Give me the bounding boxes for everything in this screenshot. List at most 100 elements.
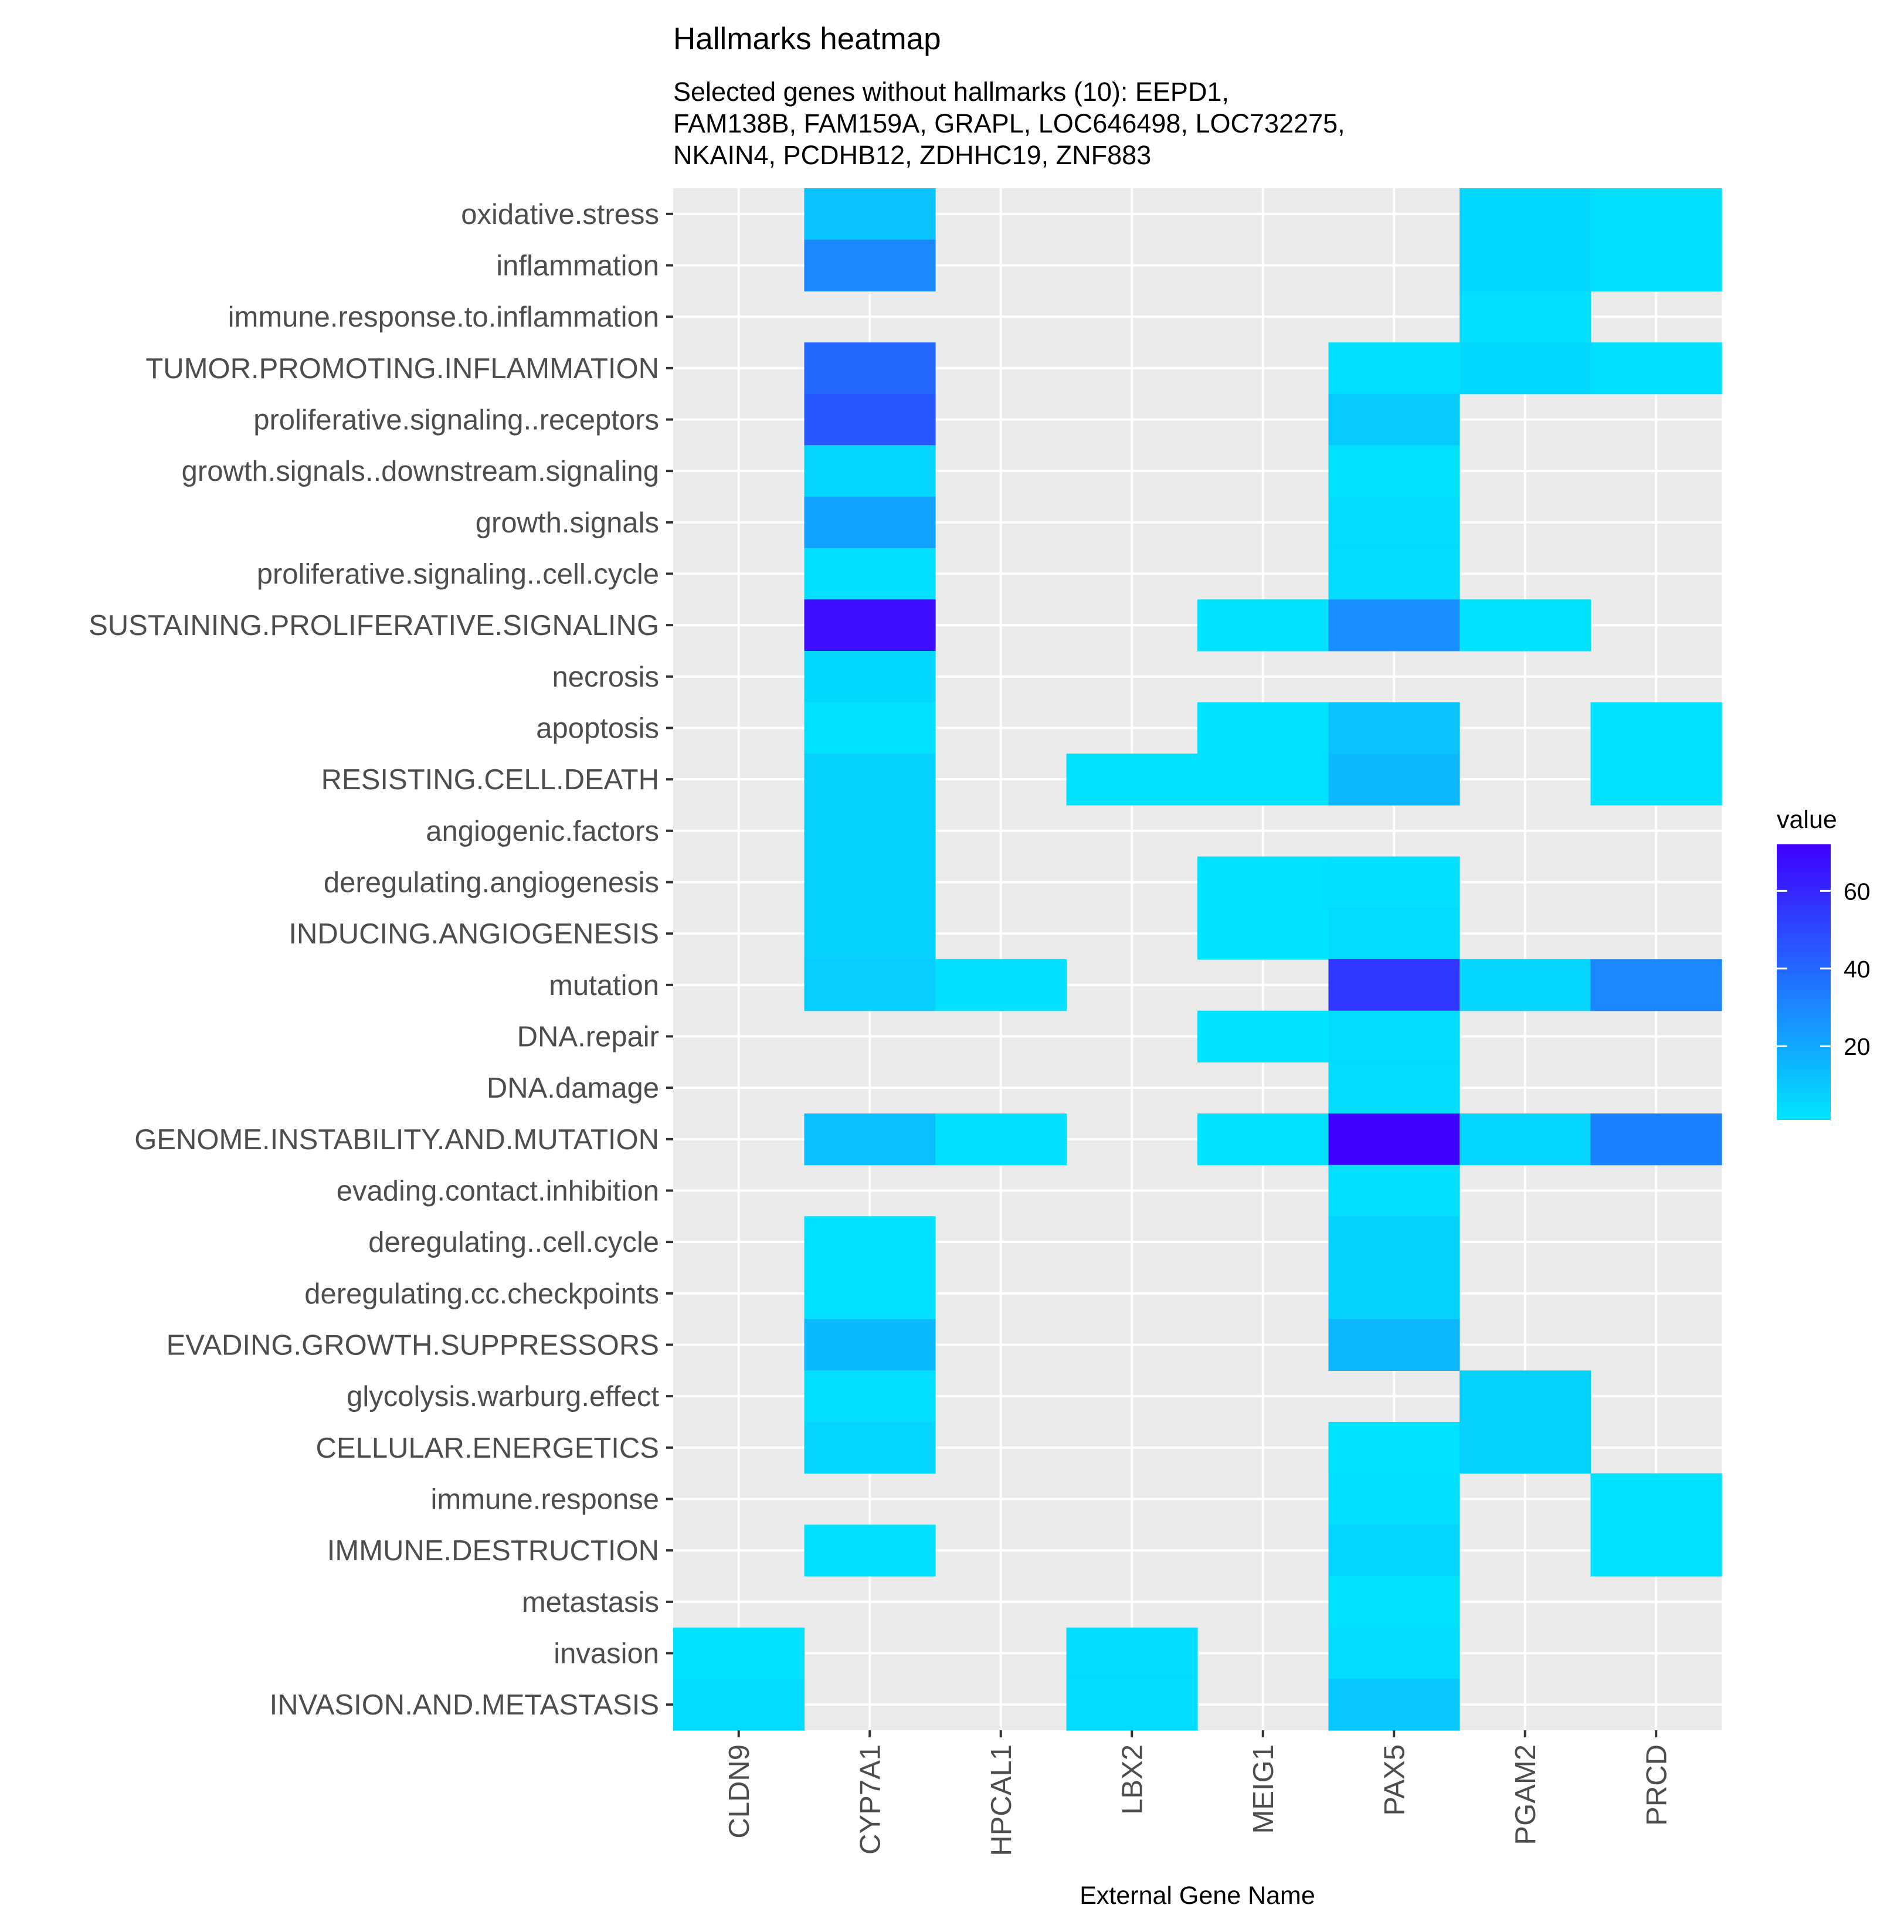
cell-pax5-deregulating-cc-checkpoints <box>1328 1268 1460 1320</box>
y-label-growth-signals-downstream-signaling: growth.signals..downstream.signaling <box>182 456 659 487</box>
cell-meig1-apoptosis <box>1197 702 1329 754</box>
y-label-deregulating-cc-checkpoints: deregulating.cc.checkpoints <box>304 1278 659 1310</box>
cell-meig1-deregulating-angiogenesis <box>1197 856 1329 908</box>
heatmap-cells <box>673 188 1722 1731</box>
color-legend: value 20 40 60 <box>1777 806 1871 1120</box>
cell-pax5-sustaining-proliferative-signaling <box>1328 599 1460 651</box>
y-label-dna-damage: DNA.damage <box>487 1072 659 1104</box>
chart-subtitle-line-2: FAM138B, FAM159A, GRAPL, LOC646498, LOC7… <box>673 108 1345 138</box>
cell-pax5-metastasis <box>1328 1576 1460 1628</box>
cell-pax5-evading-growth-suppressors <box>1328 1319 1460 1371</box>
y-label-evading-contact-inhibition: evading.contact.inhibition <box>337 1176 659 1207</box>
y-label-necrosis: necrosis <box>552 661 659 693</box>
y-label-inflammation: inflammation <box>496 250 659 282</box>
cell-cyp7a1-necrosis <box>804 651 936 703</box>
legend-title: value <box>1777 806 1837 834</box>
cell-meig1-resisting-cell-death <box>1197 753 1329 806</box>
cell-pax5-immune-response <box>1328 1473 1460 1525</box>
legend-ticks: 20 40 60 <box>1777 878 1871 1060</box>
cell-pax5-deregulating-angiogenesis <box>1328 856 1460 908</box>
y-label-invasion: invasion <box>554 1638 659 1670</box>
x-label-cldn9: CLDN9 <box>724 1744 755 1839</box>
x-label-pax5: PAX5 <box>1379 1744 1410 1816</box>
cell-pax5-tumor-promoting-inflammation <box>1328 342 1460 395</box>
cell-pax5-growth-signals <box>1328 497 1460 549</box>
y-label-glycolysis-warburg-effect: glycolysis.warburg.effect <box>347 1381 659 1413</box>
cell-pax5-dna-damage <box>1328 1062 1460 1114</box>
y-label-inducing-angiogenesis: INDUCING.ANGIOGENESIS <box>289 918 659 950</box>
cell-pax5-apoptosis <box>1328 702 1460 754</box>
chart-title: Hallmarks heatmap <box>673 22 941 56</box>
cell-cyp7a1-oxidative-stress <box>804 188 936 240</box>
cell-cldn9-invasion-and-metastasis <box>673 1679 805 1731</box>
legend-label-40: 40 <box>1844 956 1871 983</box>
cell-cyp7a1-genome-instability-and-mutation <box>804 1113 936 1166</box>
cell-pax5-inducing-angiogenesis <box>1328 908 1460 960</box>
y-label-immune-response-to-inflammation: immune.response.to.inflammation <box>228 301 659 333</box>
cell-cyp7a1-immune-destruction <box>804 1524 936 1577</box>
y-label-growth-signals: growth.signals <box>476 507 659 539</box>
cell-cyp7a1-cellular-energetics <box>804 1422 936 1474</box>
y-label-proliferative-signaling-receptors: proliferative.signaling..receptors <box>253 405 659 436</box>
x-axis: CLDN9 CYP7A1 HPCAL1 LBX2 MEIG1 PAX5 PGAM2 PRCD <box>724 1730 1672 1856</box>
cell-cyp7a1-proliferative-signaling-cell-cycle <box>804 548 936 600</box>
cell-cyp7a1-growth-signals <box>804 497 936 549</box>
cell-meig1-dna-repair <box>1197 1010 1329 1062</box>
cell-cyp7a1-sustaining-proliferative-signaling <box>804 599 936 651</box>
cell-prcd-genome-instability-and-mutation <box>1590 1113 1722 1166</box>
x-axis-title: External Gene Name <box>1080 1882 1315 1910</box>
cell-prcd-resisting-cell-death <box>1590 753 1722 806</box>
cell-pgam2-genome-instability-and-mutation <box>1460 1113 1591 1166</box>
cell-cyp7a1-apoptosis <box>804 702 936 754</box>
cell-cyp7a1-proliferative-signaling-receptors <box>804 393 936 446</box>
x-label-meig1: MEIG1 <box>1248 1744 1279 1833</box>
cell-cyp7a1-deregulating-cell-cycle <box>804 1216 936 1268</box>
cell-lbx2-invasion-and-metastasis <box>1066 1679 1198 1731</box>
cell-prcd-oxidative-stress <box>1590 188 1722 240</box>
cell-pgam2-inflammation <box>1460 239 1591 291</box>
cell-pax5-growth-signals-downstream-signaling <box>1328 445 1460 497</box>
x-label-hpcal1: HPCAL1 <box>986 1744 1017 1856</box>
cell-hpcal1-genome-instability-and-mutation <box>935 1113 1067 1166</box>
y-label-angiogenic-factors: angiogenic.factors <box>426 816 659 847</box>
y-label-immune-response: immune.response <box>431 1484 659 1516</box>
cell-pgam2-glycolysis-warburg-effect <box>1460 1370 1591 1422</box>
cell-meig1-inducing-angiogenesis <box>1197 908 1329 960</box>
cell-pax5-mutation <box>1328 959 1460 1011</box>
cell-cyp7a1-glycolysis-warburg-effect <box>804 1370 936 1422</box>
cell-pgam2-sustaining-proliferative-signaling <box>1460 599 1591 651</box>
cell-pax5-evading-contact-inhibition <box>1328 1164 1460 1217</box>
cell-cyp7a1-tumor-promoting-inflammation <box>804 342 936 395</box>
cell-hpcal1-mutation <box>935 959 1067 1011</box>
y-label-evading-growth-suppressors: EVADING.GROWTH.SUPPRESSORS <box>167 1330 659 1361</box>
cell-cyp7a1-angiogenic-factors <box>804 805 936 857</box>
cell-prcd-mutation <box>1590 959 1722 1011</box>
cell-cyp7a1-evading-growth-suppressors <box>804 1319 936 1371</box>
y-label-dna-repair: DNA.repair <box>517 1021 659 1053</box>
cell-pax5-dna-repair <box>1328 1010 1460 1062</box>
cell-pgam2-mutation <box>1460 959 1591 1011</box>
legend-label-20: 20 <box>1844 1033 1871 1060</box>
cell-cyp7a1-mutation <box>804 959 936 1011</box>
y-label-immune-destruction: IMMUNE.DESTRUCTION <box>327 1535 659 1567</box>
y-label-cellular-energetics: CELLULAR.ENERGETICS <box>316 1432 659 1464</box>
cell-cyp7a1-deregulating-cc-checkpoints <box>804 1268 936 1320</box>
cell-pax5-invasion <box>1328 1627 1460 1679</box>
cell-meig1-sustaining-proliferative-signaling <box>1197 599 1329 651</box>
cell-pax5-cellular-energetics <box>1328 1422 1460 1474</box>
cell-cldn9-invasion <box>673 1627 805 1679</box>
y-label-oxidative-stress: oxidative.stress <box>461 199 659 230</box>
cell-prcd-apoptosis <box>1590 702 1722 754</box>
x-label-pgam2: PGAM2 <box>1510 1744 1542 1845</box>
y-label-apoptosis: apoptosis <box>536 713 659 745</box>
y-label-sustaining-proliferative-signaling: SUSTAINING.PROLIFERATIVE.SIGNALING <box>89 610 659 641</box>
y-label-genome-instability-and-mutation: GENOME.INSTABILITY.AND.MUTATION <box>134 1124 659 1156</box>
cell-cyp7a1-resisting-cell-death <box>804 753 936 806</box>
cell-prcd-immune-destruction <box>1590 1524 1722 1577</box>
cell-cyp7a1-inflammation <box>804 239 936 291</box>
y-axis: oxidative.stress inflammation immune.respo… <box>89 199 673 1721</box>
cell-pax5-invasion-and-metastasis <box>1328 1679 1460 1731</box>
cell-lbx2-invasion <box>1066 1627 1198 1679</box>
x-label-cyp7a1: CYP7A1 <box>854 1744 886 1855</box>
